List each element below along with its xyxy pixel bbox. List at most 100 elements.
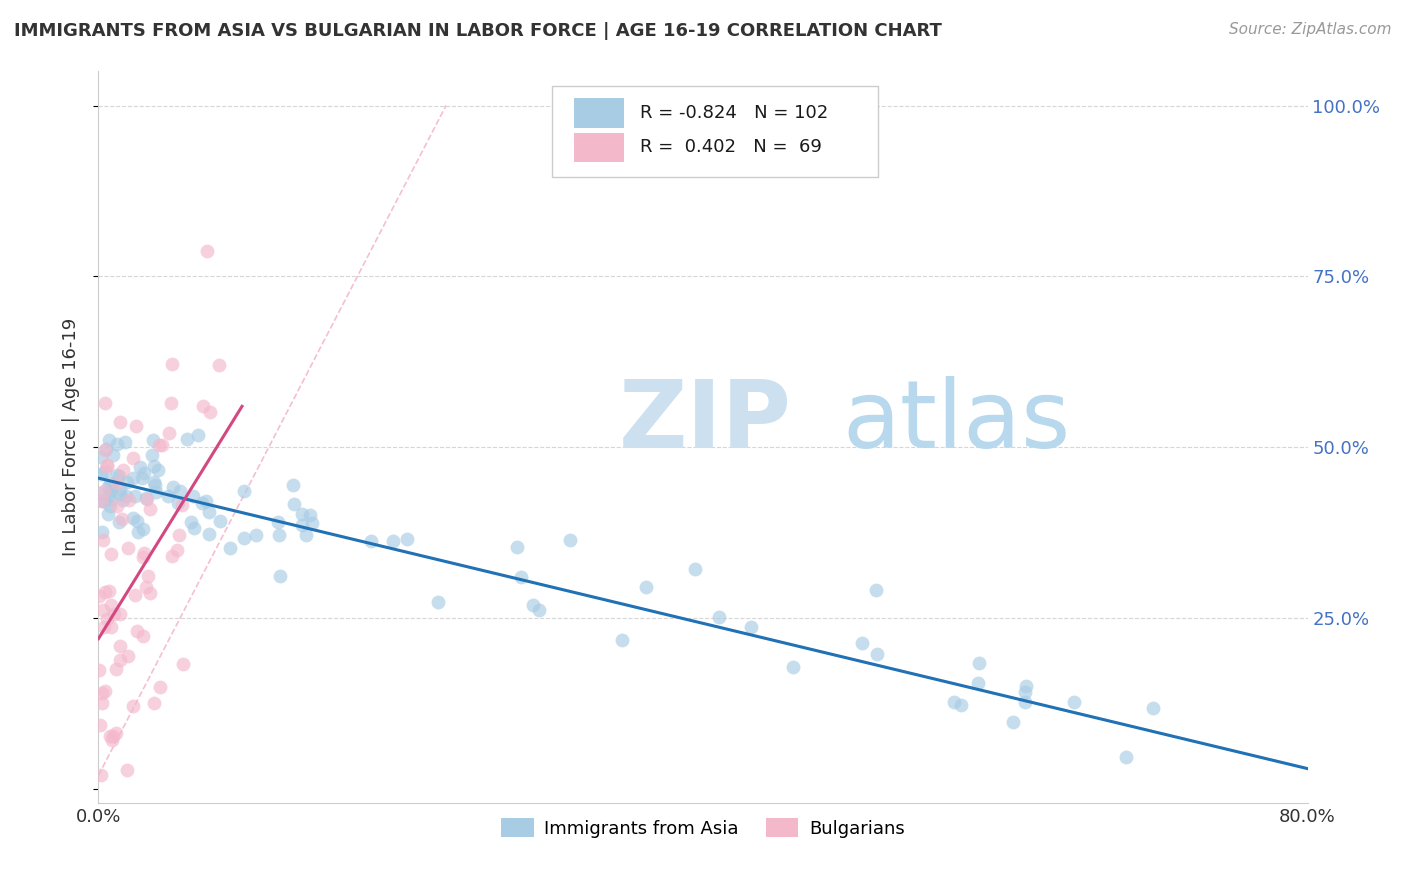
Point	[191, 399, 214, 413]
Point	[149, 680, 172, 694]
Point	[131, 470, 153, 484]
Point	[112, 492, 135, 507]
Point	[110, 653, 132, 667]
Point	[94, 683, 117, 698]
Point	[683, 562, 706, 576]
Point	[132, 629, 155, 643]
Point	[103, 607, 125, 622]
Point	[143, 696, 166, 710]
Point	[851, 636, 873, 650]
Point	[360, 534, 382, 549]
Point	[97, 507, 120, 521]
Point	[104, 662, 127, 676]
Point	[187, 427, 209, 442]
Point	[93, 396, 115, 410]
Point	[117, 492, 139, 507]
Point	[117, 541, 139, 556]
Point	[96, 458, 118, 473]
Point	[93, 464, 115, 478]
Point	[124, 489, 146, 503]
Point	[91, 494, 114, 508]
Point	[181, 489, 204, 503]
Point	[172, 657, 194, 672]
Point	[267, 515, 290, 529]
Point	[122, 511, 145, 525]
Point	[108, 469, 131, 483]
Point	[121, 471, 143, 485]
Point	[110, 639, 132, 653]
Point	[124, 588, 146, 602]
Point	[208, 514, 231, 528]
Point	[97, 488, 120, 502]
Point	[170, 498, 193, 512]
Point	[97, 433, 120, 447]
Point	[96, 480, 118, 494]
Point	[245, 528, 267, 542]
Point	[269, 569, 291, 583]
Point	[162, 549, 184, 564]
Point	[143, 477, 166, 491]
Point	[138, 586, 160, 600]
Point	[90, 696, 112, 710]
Point	[169, 483, 191, 498]
Point	[150, 438, 173, 452]
Point	[111, 463, 134, 477]
Point	[197, 505, 219, 519]
FancyBboxPatch shape	[574, 98, 624, 128]
Point	[94, 443, 117, 458]
Point	[87, 663, 110, 677]
Text: Source: ZipAtlas.com: Source: ZipAtlas.com	[1229, 22, 1392, 37]
Point	[1002, 714, 1025, 729]
Point	[382, 533, 405, 548]
Point	[110, 482, 132, 496]
Point	[148, 438, 170, 452]
Point	[107, 476, 129, 491]
Point	[125, 418, 148, 433]
Point	[1014, 695, 1036, 709]
Point	[90, 768, 112, 782]
Point	[132, 522, 155, 536]
Point	[167, 527, 190, 541]
Point	[100, 483, 122, 497]
Point	[97, 583, 120, 598]
Point	[299, 508, 322, 522]
Point	[146, 463, 169, 477]
Point	[127, 624, 149, 639]
Point	[91, 494, 114, 508]
Point	[267, 528, 290, 542]
Text: R = -0.824   N = 102: R = -0.824 N = 102	[640, 104, 828, 122]
Point	[522, 598, 544, 612]
Point	[136, 568, 159, 582]
Point	[295, 527, 318, 541]
Text: atlas: atlas	[842, 376, 1070, 468]
Point	[208, 358, 231, 372]
Point	[108, 416, 131, 430]
Point	[167, 496, 190, 510]
Point	[93, 483, 115, 498]
Point	[91, 686, 114, 700]
Point	[740, 620, 762, 634]
Text: IMMIGRANTS FROM ASIA VS BULGARIAN IN LABOR FORCE | AGE 16-19 CORRELATION CHART: IMMIGRANTS FROM ASIA VS BULGARIAN IN LAB…	[14, 22, 942, 40]
Point	[301, 516, 323, 530]
Point	[101, 729, 124, 743]
Point	[506, 540, 529, 554]
Point	[115, 475, 138, 490]
Point	[114, 435, 136, 450]
Point	[138, 502, 160, 516]
Point	[866, 647, 889, 661]
Point	[117, 649, 139, 664]
Point	[160, 357, 183, 371]
Point	[291, 518, 314, 533]
Point	[180, 516, 202, 530]
Point	[91, 524, 114, 539]
Point	[117, 764, 139, 778]
Point	[949, 698, 972, 713]
Point	[115, 489, 138, 503]
Point	[558, 533, 581, 547]
Point	[145, 484, 167, 499]
Point	[1014, 685, 1036, 699]
Point	[634, 580, 657, 594]
Point	[967, 656, 990, 670]
Point	[105, 499, 128, 513]
Point	[134, 546, 156, 560]
